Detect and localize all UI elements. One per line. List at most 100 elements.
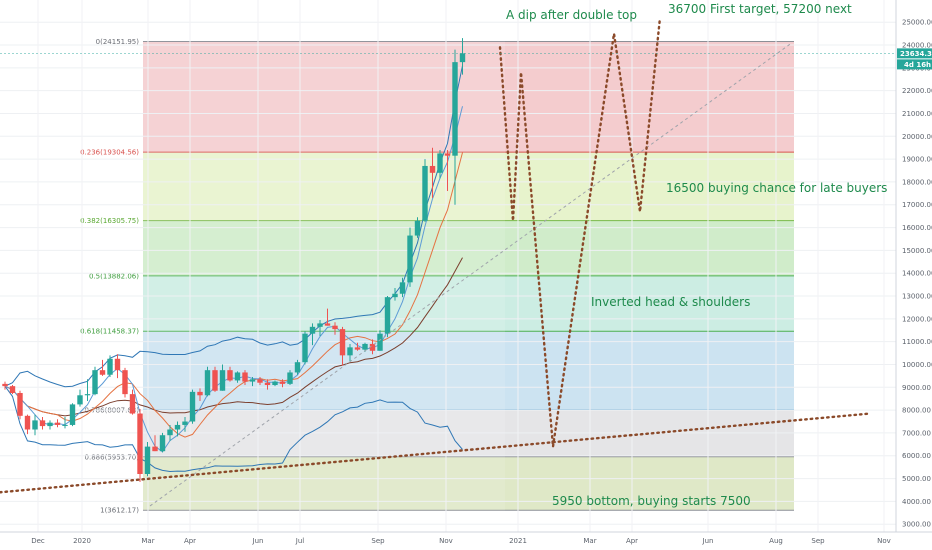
fib-level-label: 1(3612.17) <box>100 507 139 515</box>
price-tick-label: 8000.00 <box>902 407 931 415</box>
candle-body <box>399 282 406 294</box>
candle-body <box>62 424 68 426</box>
fib-zone <box>143 41 794 153</box>
price-tick-label: 6000.00 <box>902 452 931 460</box>
candle-body <box>2 383 8 387</box>
time-tick-label: Dec <box>31 537 45 545</box>
annotation-bottom: 5950 bottom, buying starts 7500 <box>552 494 751 508</box>
candle-body <box>159 435 166 452</box>
price-tick-label: 24000.00 <box>902 42 932 50</box>
fib-zone <box>143 275 794 332</box>
candle-body <box>129 394 136 414</box>
history-area <box>143 41 505 511</box>
time-tick-label: Nov <box>877 537 891 545</box>
candle-body <box>279 381 286 384</box>
candle-body <box>452 62 458 156</box>
price-tick-label: 13000.00 <box>902 293 932 301</box>
candle-body <box>107 358 113 375</box>
candle-body <box>24 415 31 430</box>
candle-body <box>324 323 331 326</box>
candle-body <box>354 347 361 350</box>
bollinger-lower <box>4 385 463 473</box>
candle-body <box>309 326 316 334</box>
candle-body <box>362 343 368 350</box>
candle-body <box>392 293 398 298</box>
candle-body <box>174 424 181 430</box>
candle-body <box>414 220 421 236</box>
time-tick-label: Jun <box>252 537 264 545</box>
time-tick-label: Apr <box>184 537 196 545</box>
time-tick-label: Nov <box>439 537 453 545</box>
candle-body <box>369 343 376 351</box>
candle-body <box>219 370 226 391</box>
fib-level-label: 0.382(16305.75) <box>80 217 139 225</box>
candle-body <box>99 370 106 375</box>
price-tick-label: 10000.00 <box>902 361 932 369</box>
candle-body <box>17 392 23 416</box>
price-tick-label: 17000.00 <box>902 201 932 209</box>
candle-body <box>114 358 121 371</box>
candle-body <box>182 421 188 425</box>
time-tick-label: Sep <box>371 537 385 545</box>
candle-body <box>287 372 293 384</box>
price-tick-label: 16000.00 <box>902 224 932 232</box>
candle-body <box>84 394 91 396</box>
fib-level-label: 0.886(5953.70) <box>85 453 140 461</box>
candle-body <box>9 386 16 393</box>
labels: A dip after double top 36700 First targe… <box>506 2 887 508</box>
candle-body <box>437 153 443 173</box>
annotation-late-buyers: 16500 buying chance for late buyers <box>666 181 887 195</box>
candle-body <box>32 420 38 430</box>
price-tick-label: 18000.00 <box>902 178 932 186</box>
current-price-text: 23634.35 <box>900 50 932 58</box>
fib-level-label: 0.236(19304.56) <box>80 149 139 157</box>
candle-body <box>242 372 248 382</box>
candle-body <box>264 382 271 386</box>
candle-body <box>444 153 451 156</box>
support-line <box>0 412 872 494</box>
candle-body <box>302 333 308 363</box>
grid <box>0 0 896 532</box>
price-tick-label: 22000.00 <box>902 87 932 95</box>
candle-body <box>422 165 428 221</box>
price-tick-label: 4000.00 <box>902 498 931 506</box>
candle-body <box>167 429 173 436</box>
countdown-badge <box>897 59 932 70</box>
candle-body <box>39 420 46 427</box>
candle-body <box>152 446 158 452</box>
time-tick-label: Jun <box>702 537 714 545</box>
fib-zone <box>143 220 794 276</box>
price-tick-label: 7000.00 <box>902 429 931 437</box>
candle-body <box>429 165 436 173</box>
candle-body <box>227 370 233 381</box>
ma-mid <box>4 152 463 438</box>
candle-body <box>122 370 128 395</box>
candle-body <box>212 370 218 391</box>
fib-zone <box>143 331 794 410</box>
time-tick-label: Mar <box>583 537 596 545</box>
candle-body <box>204 370 211 396</box>
candle-body <box>189 391 196 422</box>
fib-zone <box>143 152 794 221</box>
price-tick-label: 25000.00 <box>902 19 932 27</box>
candle-body <box>249 379 256 382</box>
fib-level-label: 0.5(13882.06) <box>89 272 139 280</box>
candle-body <box>144 446 151 475</box>
annotation-target: 36700 First target, 57200 next <box>668 2 852 16</box>
candle-body <box>294 362 301 373</box>
candle-body <box>77 395 83 405</box>
price-tick-label: 12000.00 <box>902 315 932 323</box>
drawings <box>0 16 872 507</box>
time-tick-label: 2021 <box>509 537 527 545</box>
fib-zones: 0(24151.95) 0.236(19304.56) 0.382(16305.75… <box>80 38 794 515</box>
time-tick-label: Apr <box>626 537 638 545</box>
annotation-inverted-hs: Inverted head & shoulders <box>591 295 750 309</box>
price-tick-label: 19000.00 <box>902 156 932 164</box>
candle-body <box>272 381 278 386</box>
candle-body <box>54 422 61 425</box>
countdown-text: 4d 16h <box>904 61 931 69</box>
price-tick-label: 14000.00 <box>902 270 932 278</box>
price-tick-label: 11000.00 <box>902 338 932 346</box>
